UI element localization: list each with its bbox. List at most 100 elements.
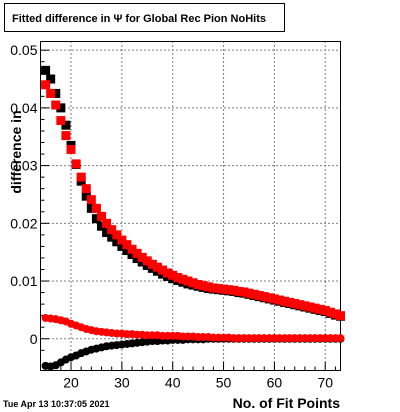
square-marker <box>320 305 330 315</box>
y-axis-title: difference in <box>8 110 24 193</box>
square-marker <box>198 281 208 291</box>
square-marker <box>310 303 320 313</box>
square-marker <box>163 268 173 278</box>
square-marker <box>305 302 315 312</box>
square-marker <box>295 300 305 310</box>
square-marker <box>219 284 229 294</box>
square-marker <box>46 88 56 98</box>
square-marker <box>102 228 112 238</box>
square-marker <box>117 241 127 251</box>
square-marker <box>107 232 117 242</box>
square-marker <box>188 278 198 288</box>
square-marker <box>259 292 269 302</box>
square-marker <box>183 276 193 286</box>
square-marker <box>269 294 279 304</box>
square-marker <box>330 309 340 319</box>
square-marker <box>234 286 244 296</box>
square-marker <box>61 131 71 141</box>
square-marker <box>152 262 162 272</box>
title-box <box>4 3 285 32</box>
square-marker <box>142 260 152 270</box>
square-marker <box>97 221 107 231</box>
square-marker <box>46 74 56 84</box>
square-marker <box>56 103 66 113</box>
square-marker <box>213 284 223 294</box>
x-tick-label: 30 <box>114 375 130 391</box>
square-marker <box>280 296 290 306</box>
square-marker <box>300 301 310 311</box>
square-marker <box>244 288 254 298</box>
square-marker <box>290 299 300 309</box>
square-marker <box>178 274 188 284</box>
square-marker <box>107 225 117 235</box>
y-tick-label: 0.04 <box>10 100 37 116</box>
square-marker <box>147 259 157 269</box>
grid <box>40 41 341 371</box>
y-tick-label: 0.01 <box>10 273 37 289</box>
square-marker <box>158 265 168 275</box>
square-marker <box>117 235 127 245</box>
square-marker <box>249 289 259 299</box>
square-marker <box>229 285 239 295</box>
square-marker <box>112 230 122 240</box>
x-tick-label: 40 <box>165 375 181 391</box>
x-tick-label: 20 <box>63 375 79 391</box>
square-marker <box>61 120 71 130</box>
x-tick-label: 60 <box>267 375 283 391</box>
square-marker <box>336 311 345 321</box>
y-tick-label: 0.03 <box>10 158 37 174</box>
square-marker <box>86 195 96 205</box>
square-marker <box>208 283 218 293</box>
y-tick-label: 0 <box>30 331 38 347</box>
square-marker <box>41 65 51 75</box>
square-marker <box>71 159 81 169</box>
square-marker <box>81 184 91 194</box>
square-marker <box>274 295 284 305</box>
data-points <box>41 65 345 371</box>
square-marker <box>76 172 86 182</box>
square-marker <box>122 245 132 255</box>
square-marker <box>173 273 183 283</box>
y-tick-label: 0.05 <box>10 42 37 58</box>
y-tick-label: 0.02 <box>10 215 37 231</box>
square-marker <box>66 144 76 154</box>
square-marker <box>86 203 96 213</box>
square-marker <box>315 304 325 314</box>
plot-frame <box>40 41 341 371</box>
square-marker <box>325 307 335 317</box>
tick-labels: 20 30 40 50 60 70 0 0.01 0.02 0.03 0.04 0.05 <box>10 42 333 390</box>
square-marker <box>81 191 91 201</box>
square-marker <box>51 88 61 98</box>
square-marker <box>137 257 147 267</box>
circle-marker <box>336 334 345 343</box>
square-marker <box>127 249 137 259</box>
square-marker <box>122 240 132 250</box>
square-marker <box>239 287 249 297</box>
square-marker <box>56 116 66 126</box>
square-marker <box>137 252 147 262</box>
chart-title: Fitted difference in Ψ for Global Rec Pi… <box>12 13 266 25</box>
square-marker <box>264 293 274 303</box>
square-marker <box>91 203 101 213</box>
square-marker <box>127 244 137 254</box>
square-marker <box>97 211 107 221</box>
square-marker <box>41 80 51 90</box>
square-marker <box>142 256 152 266</box>
square-marker <box>224 285 234 295</box>
x-axis-title: No. of Fit Points <box>233 395 341 411</box>
square-marker <box>91 214 101 224</box>
square-marker <box>254 290 264 300</box>
timestamp: Tue Apr 13 10:37:05 2021 <box>3 399 110 409</box>
square-marker <box>102 218 112 228</box>
square-marker <box>51 100 61 110</box>
square-marker <box>132 248 142 258</box>
x-tick-label: 50 <box>216 375 232 391</box>
x-tick-label: 70 <box>317 375 333 391</box>
square-marker <box>193 279 203 289</box>
square-marker <box>132 254 142 264</box>
square-marker <box>285 297 295 307</box>
square-marker <box>168 270 178 280</box>
square-marker <box>203 282 213 292</box>
square-marker <box>112 237 122 247</box>
